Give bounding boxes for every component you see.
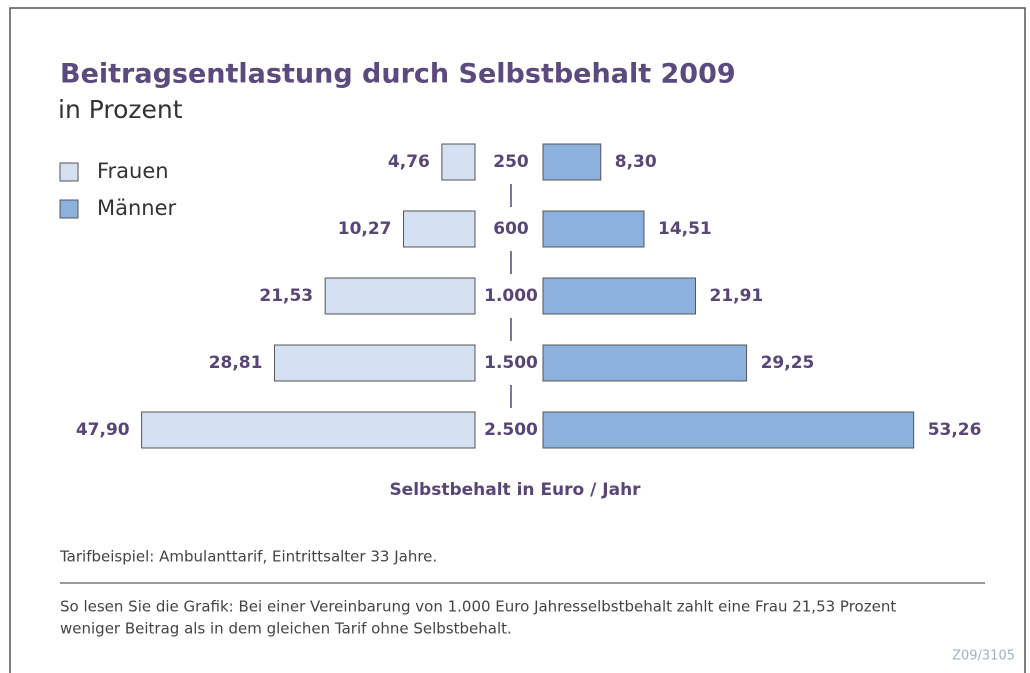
category-label: 2.500 [484,420,538,440]
bar [542,210,645,248]
bar [542,344,748,382]
category-label: 1.500 [484,353,538,373]
value-label: 8,30 [615,152,657,172]
chart-title: Beitragsentlastung durch Selbstbehalt 20… [60,59,736,90]
bar [141,411,476,449]
chart-subtitle: in Prozent [58,95,183,124]
value-label: 14,51 [658,219,712,239]
category-label: 600 [493,219,529,239]
category-label: 250 [493,152,529,172]
bar [273,344,476,382]
bar [324,277,476,315]
legend-label: Männer [97,196,177,220]
value-label: 4,76 [388,152,430,172]
category-label: 1.000 [484,286,538,306]
source: Z09/3105 [952,649,1015,664]
value-label: 28,81 [209,353,263,373]
bar [542,411,915,449]
bar [542,277,696,315]
value-label: 10,27 [338,219,392,239]
legend-swatch [59,162,79,182]
note: Tarifbeispiel: Ambulanttarif, Eintrittsa… [59,548,437,566]
bar [403,210,476,248]
legend-label: Frauen [97,159,169,183]
reading-note: So lesen Sie die Grafik: Bei einer Verei… [60,598,896,616]
value-label: 21,53 [259,286,313,306]
value-label: 47,90 [76,420,130,440]
axis-label: Selbstbehalt in Euro / Jahr [389,480,641,500]
value-label: 53,26 [928,420,982,440]
reading-note: weniger Beitrag als in dem gleichen Tari… [60,620,512,638]
bar [441,143,476,181]
value-label: 21,91 [709,286,763,306]
value-label: 29,25 [761,353,815,373]
frame [9,7,1026,673]
legend-swatch [59,199,79,219]
bar [542,143,602,181]
